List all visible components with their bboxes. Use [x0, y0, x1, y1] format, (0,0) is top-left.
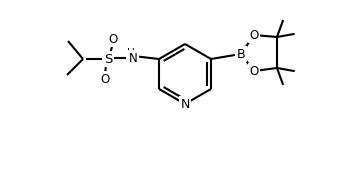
Text: O: O — [249, 28, 259, 42]
Text: S: S — [104, 52, 112, 66]
Text: B: B — [237, 47, 245, 61]
Text: O: O — [249, 64, 259, 78]
Text: N: N — [129, 52, 138, 64]
Text: O: O — [100, 72, 110, 86]
Text: N: N — [180, 98, 190, 110]
Text: O: O — [108, 33, 118, 45]
Text: H: H — [127, 48, 135, 58]
